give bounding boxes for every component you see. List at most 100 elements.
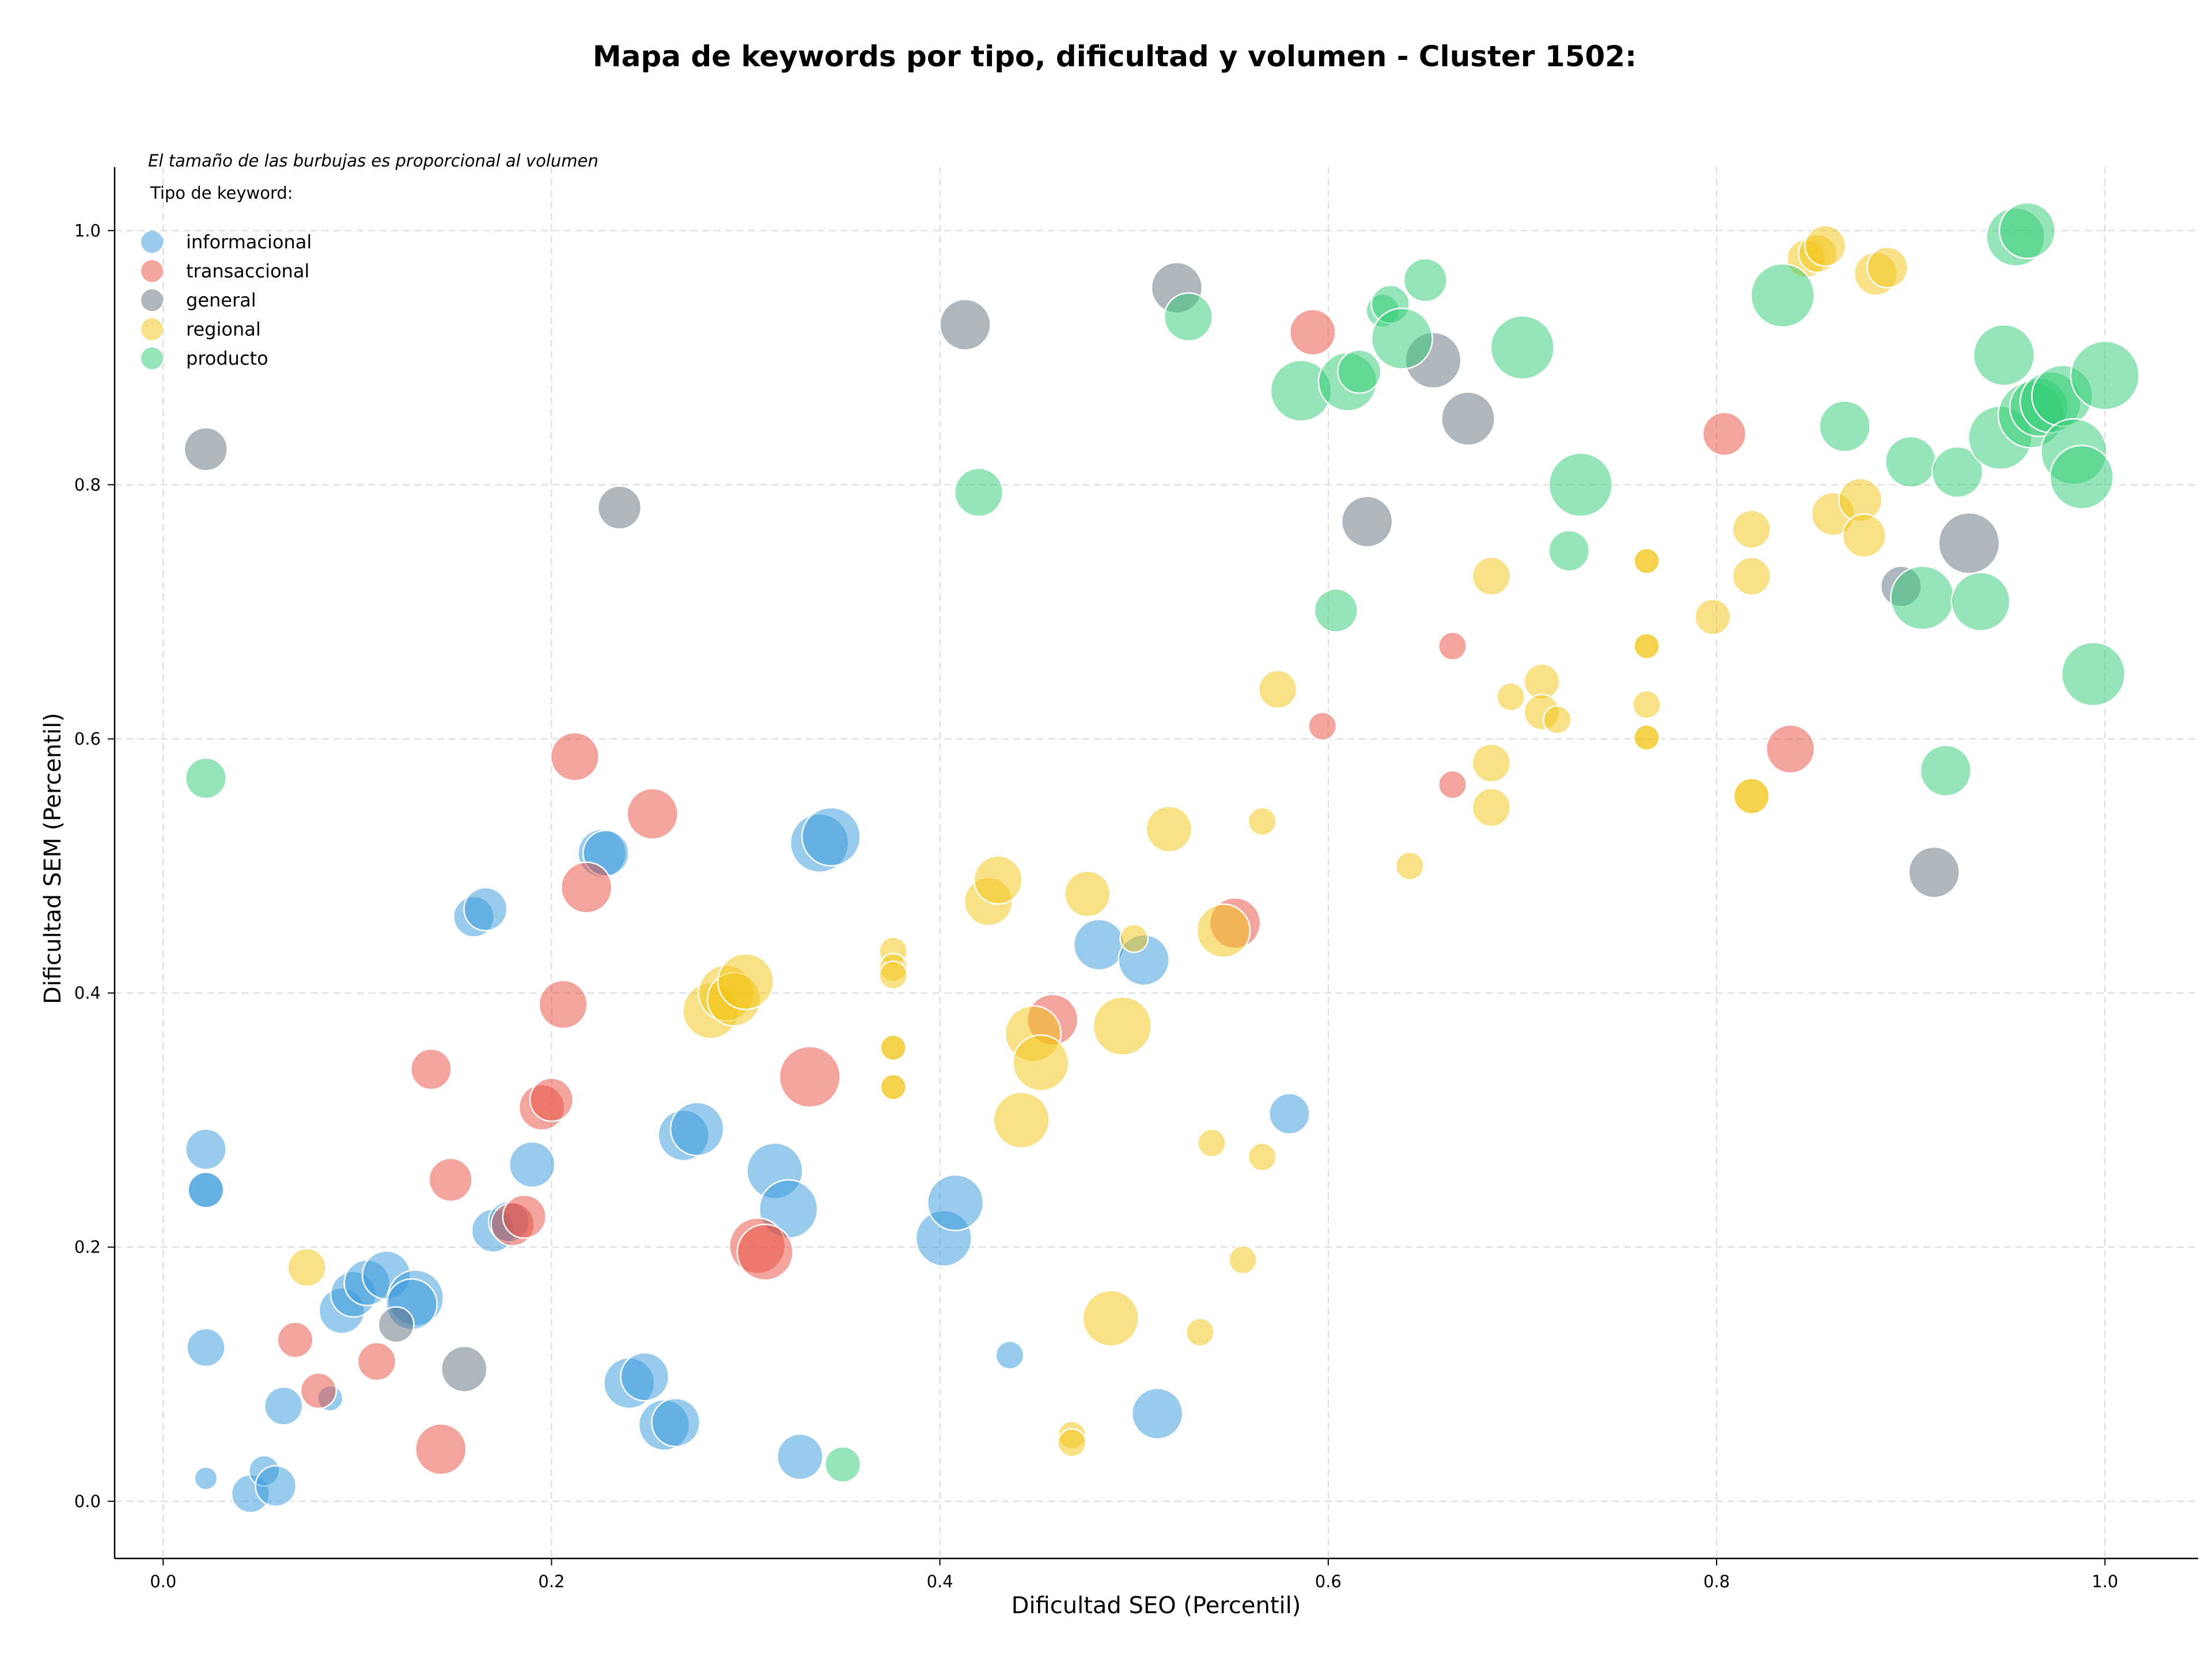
axes [113, 167, 2198, 1560]
bubble-transaccional [560, 861, 613, 914]
bubble-regional [1063, 870, 1111, 918]
bubble-regional [1633, 724, 1660, 751]
bubble-informacional [184, 1128, 227, 1171]
bubble-regional [1119, 924, 1149, 954]
series-producto [184, 202, 2140, 1483]
legend-label-general: general [186, 289, 256, 311]
y-tick-label: 1.0 [74, 221, 101, 240]
bubble-regional [1543, 705, 1573, 735]
bubble-transaccional [1766, 724, 1816, 774]
bubble-producto [1490, 315, 1555, 380]
bubble-producto [2049, 444, 2114, 510]
bubble-general [1938, 512, 2001, 574]
bubble-regional [1842, 513, 1887, 558]
bubble-producto [1931, 446, 1984, 498]
bubble-regional [1247, 1142, 1277, 1172]
bubble-regional [1197, 1128, 1227, 1158]
x-tick-label: 0.2 [538, 1572, 565, 1591]
bubble-producto [1950, 572, 2011, 632]
bubble-producto [1403, 258, 1448, 302]
series-regional [287, 225, 1909, 1458]
bubble-producto [1750, 263, 1815, 328]
bubble-regional [1012, 1034, 1070, 1092]
x-tick-label: 0.6 [1315, 1572, 1342, 1591]
bubble-transaccional [529, 1077, 574, 1122]
bubble-regional [1395, 851, 1425, 881]
bubble-informacional [255, 1465, 297, 1507]
bubble-transaccional [1289, 308, 1336, 356]
bubble-producto [1972, 324, 2035, 387]
bubble-producto [2061, 641, 2126, 707]
bubble-regional [1082, 1289, 1139, 1347]
legend-title: Tipo de keyword: [150, 183, 293, 203]
x-axis-label: Dificultad SEO (Percentil) [1012, 1592, 1301, 1619]
bubble-regional [1196, 903, 1251, 958]
bubble-regional [1804, 225, 1847, 267]
bubble-producto [1919, 744, 1972, 797]
bubble-informacional [1073, 918, 1126, 971]
series-transaccional [276, 308, 1816, 1475]
bubble-regional [1145, 805, 1193, 853]
bubble-regional [880, 1034, 907, 1061]
bubble-transaccional [550, 732, 600, 782]
bubble-regional [1633, 633, 1660, 660]
bubble-transaccional [626, 788, 679, 840]
bubble-general [1340, 495, 1393, 548]
bubble-transaccional [415, 1423, 467, 1475]
bubble-producto [184, 757, 227, 800]
legend-marker-regional [141, 318, 163, 340]
bubble-general [939, 298, 991, 351]
bubble-transaccional [1438, 631, 1468, 661]
bubble-transaccional [538, 979, 588, 1030]
size-note: El tamaño de las burbujas es proporciona… [148, 151, 599, 171]
bubble-informacional [620, 1352, 670, 1402]
y-tick-label: 0.6 [74, 729, 101, 748]
bubble-producto [1164, 292, 1214, 342]
bubble-regional [1632, 690, 1662, 720]
bubble-transaccional [1702, 411, 1747, 456]
bubble-producto [824, 1446, 862, 1483]
bubble-producto [1337, 349, 1382, 394]
y-axis-label: Dificultad SEM (Percentil) [40, 713, 66, 1004]
bubble-transaccional [1308, 711, 1338, 741]
bubble-regional [1732, 509, 1771, 549]
bubble-producto [1819, 400, 1871, 453]
bubble-producto [1548, 452, 1613, 517]
bubble-regional [1471, 743, 1512, 783]
bubble-informacional [777, 1433, 824, 1481]
legend-marker-general [141, 289, 163, 311]
bubble-producto [954, 467, 1004, 517]
legend-label-transaccional: transaccional [186, 260, 309, 282]
legend-label-regional: regional [186, 319, 261, 340]
bubble-informacional [508, 1141, 556, 1189]
bubble-producto [2070, 340, 2140, 411]
bubble-informacional [186, 1327, 226, 1368]
bubbles [183, 202, 2140, 1514]
bubble-regional [973, 855, 1023, 905]
bubble-transaccional [300, 1372, 337, 1409]
bubble-informacional [651, 1397, 701, 1448]
bubble-regional [878, 960, 908, 990]
bubble-general [183, 426, 229, 472]
bubble-informacional [463, 887, 508, 932]
bubble-regional [1732, 556, 1771, 596]
bubble-producto [1884, 436, 1937, 488]
bubble-transaccional [502, 1194, 547, 1239]
x-tick-label: 0.8 [1703, 1572, 1730, 1591]
bubble-informacional [926, 1174, 984, 1232]
ticks: 0.0 0.2 0.4 0.6 0.8 1.0 0.0 0.2 0.4 0.6 0.8 1.0 [74, 221, 2118, 1591]
bubble-regional [1633, 547, 1660, 574]
bubble-transaccional [736, 1223, 794, 1281]
bubble-transaccional [357, 1341, 397, 1382]
bubble-regional [1694, 598, 1732, 635]
bubble-informacional [264, 1386, 304, 1426]
bubble-producto [1370, 307, 1433, 370]
legend-marker-informacional [141, 231, 163, 253]
bubble-transaccional [1438, 770, 1468, 800]
y-tick-label: 0.2 [74, 1238, 101, 1257]
x-tick-label: 1.0 [2092, 1572, 2118, 1591]
bubble-regional [993, 1091, 1050, 1149]
legend-marker-transaccional [141, 260, 163, 282]
bubble-regional [1496, 682, 1526, 712]
y-tick-label: 0.8 [74, 475, 101, 494]
